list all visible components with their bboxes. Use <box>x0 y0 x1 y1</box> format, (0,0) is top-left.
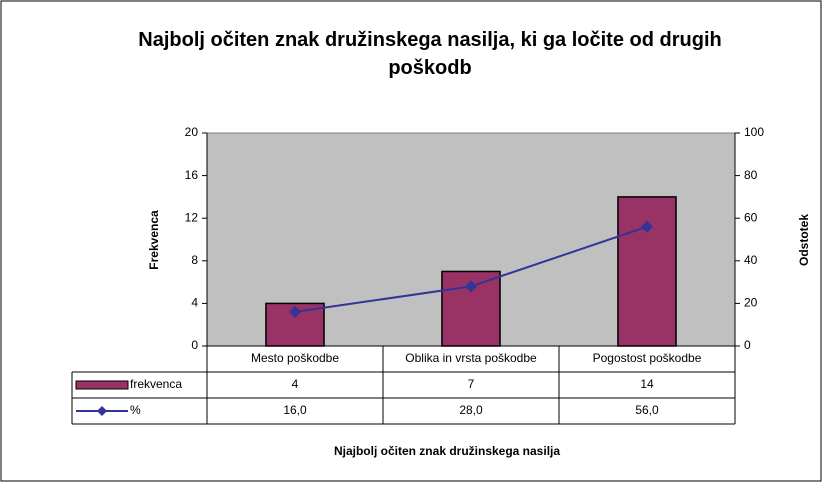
y-tick-label: 0 <box>191 338 198 352</box>
y-tick-label: 4 <box>191 296 198 310</box>
x-tick-label: Pogostost poškodbe <box>593 351 702 365</box>
y-tick-label: 20 <box>185 125 199 139</box>
y-tick-label: 16 <box>185 168 199 182</box>
table-value: 16,0 <box>283 403 307 417</box>
y2-tick-label: 100 <box>744 125 764 139</box>
y-axis-label: Frekvenca <box>147 210 161 270</box>
y2-tick-label: 80 <box>744 168 758 182</box>
y2-tick-label: 40 <box>744 253 758 267</box>
line-marker <box>465 280 477 293</box>
table-value: 4 <box>292 377 299 391</box>
table-value: 56,0 <box>635 403 659 417</box>
chart-title: Najbolj očiten znak družinskega nasilja,… <box>138 29 722 79</box>
legend-label: % <box>130 403 141 417</box>
legend-swatch <box>75 380 129 390</box>
y2-tick-label: 60 <box>744 210 758 224</box>
table-value: 7 <box>468 377 475 391</box>
table-value: 14 <box>640 377 654 391</box>
line-marker <box>289 305 301 318</box>
bar <box>617 196 677 347</box>
y2-axis-label: Odstotek <box>797 214 811 266</box>
x-axis-label: Njajbolj očiten znak družinskega nasilja <box>334 444 560 458</box>
legend-label: frekvenca <box>130 377 182 391</box>
y-tick-label: 12 <box>185 210 199 224</box>
y-tick-label: 8 <box>191 253 198 267</box>
table-value: 28,0 <box>459 403 483 417</box>
x-tick-label: Oblika in vrsta poškodbe <box>405 351 537 365</box>
x-tick-label: Mesto poškodbe <box>251 351 339 365</box>
y2-tick-label: 20 <box>744 296 758 310</box>
legend-marker <box>97 406 107 416</box>
y2-tick-label: 0 <box>744 338 751 352</box>
line-marker <box>641 220 653 233</box>
